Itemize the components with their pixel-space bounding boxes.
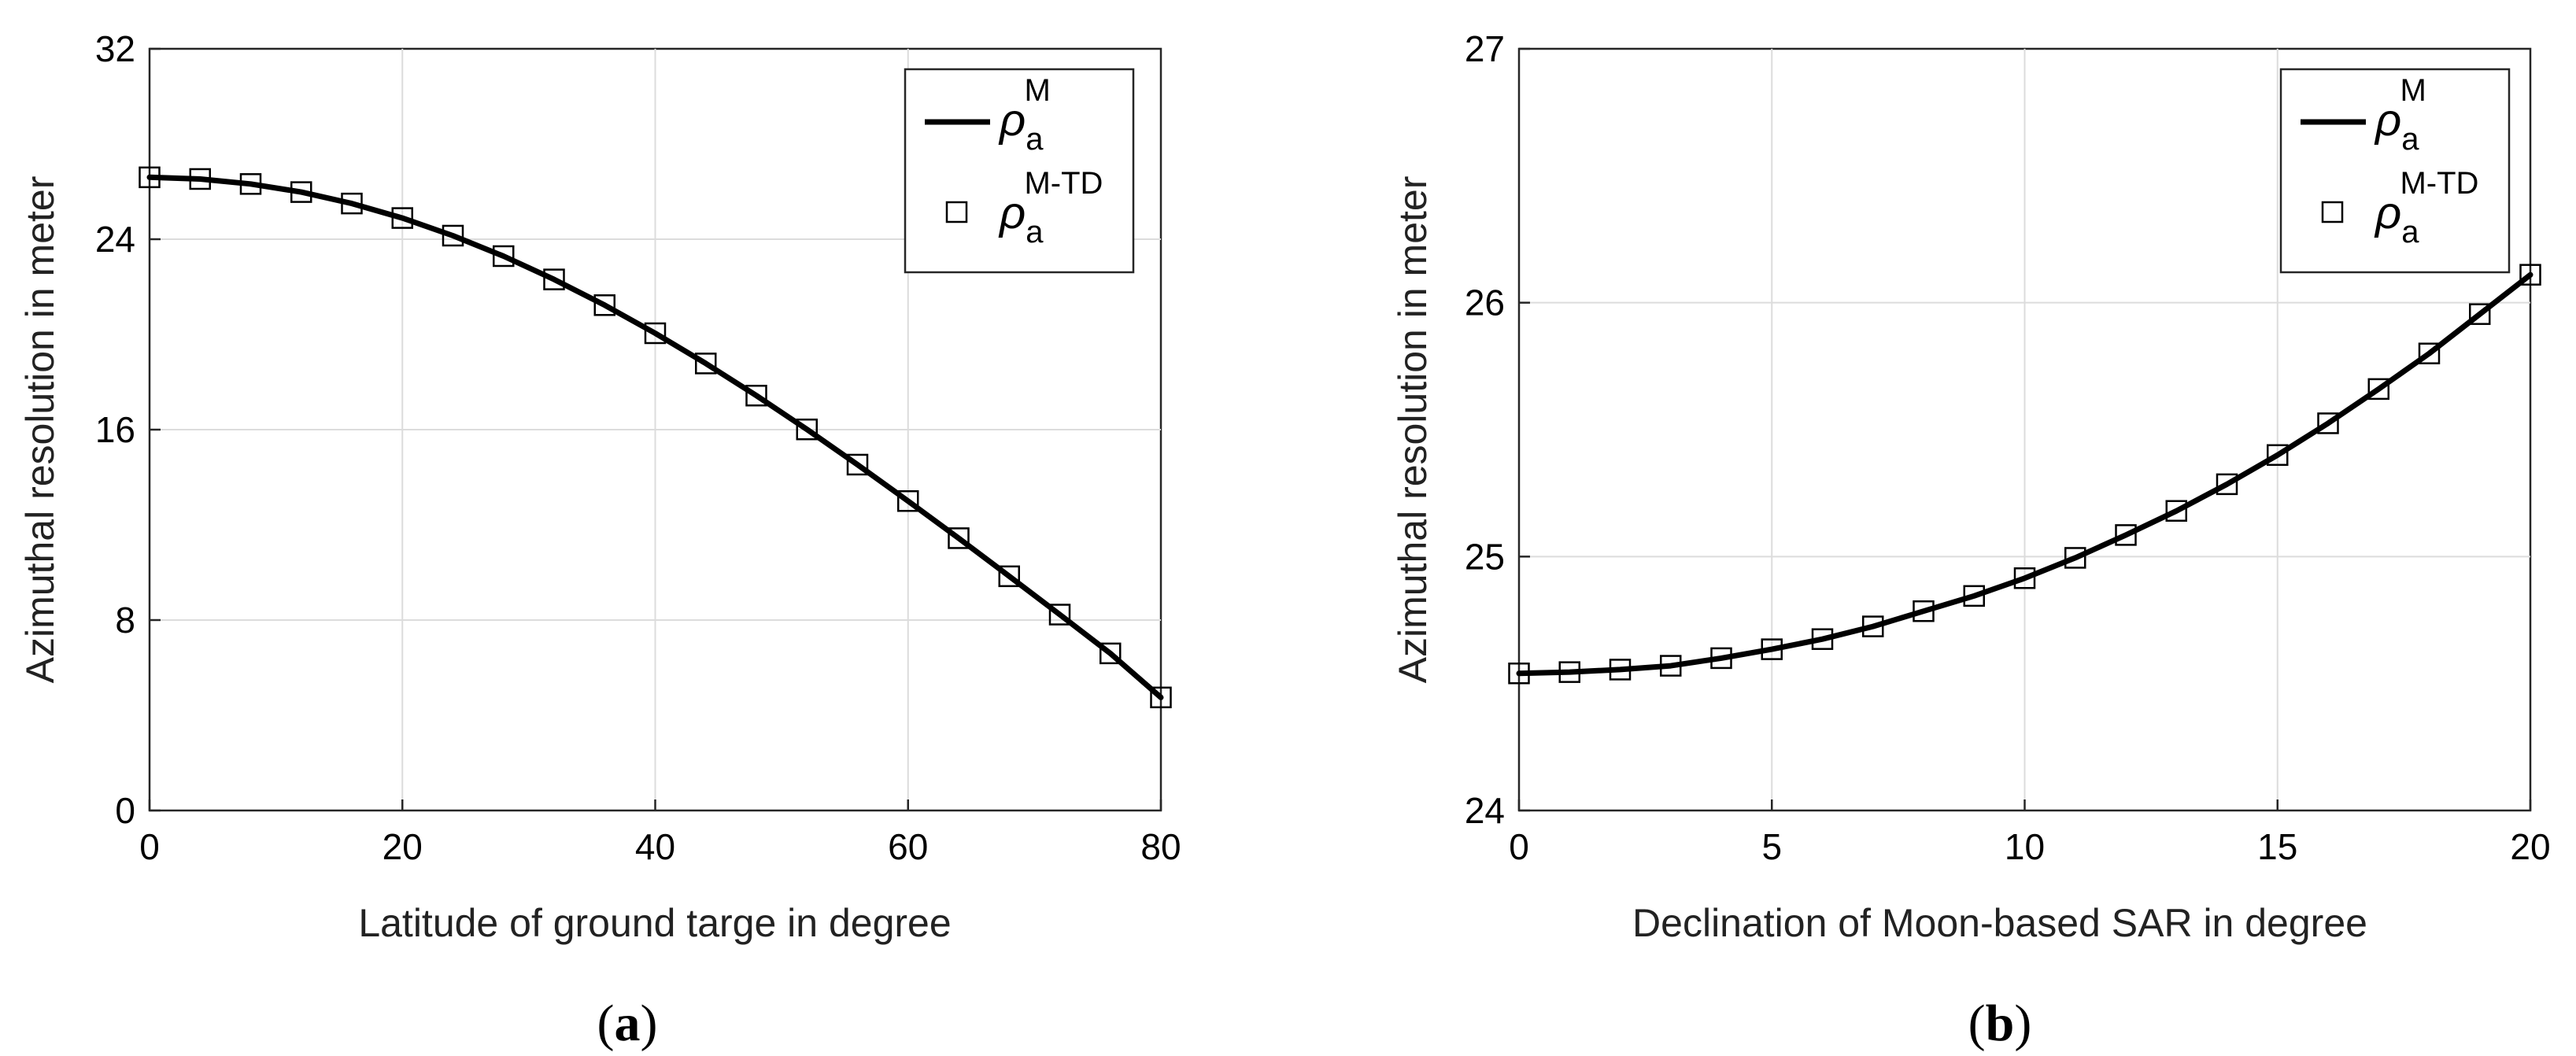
y-tick-label-b-2: 26 <box>1465 282 1505 323</box>
legend-marker-swatch-b <box>2321 201 2344 223</box>
data-marker-b-4 <box>1710 647 1732 670</box>
data-marker-b-16 <box>2317 412 2339 434</box>
data-marker-b-20 <box>2519 264 2541 286</box>
data-marker-a-18 <box>1048 604 1071 626</box>
data-marker-b-3 <box>1660 655 1682 677</box>
data-marker-a-6 <box>442 224 464 247</box>
y-tick-label-a-0: 0 <box>115 790 135 831</box>
data-marker-b-8 <box>1913 600 1935 622</box>
series-line-b <box>1516 271 2533 677</box>
x-tick-label-a-1: 20 <box>383 826 423 867</box>
y-tick-label-b-3: 27 <box>1465 28 1505 69</box>
data-marker-a-16 <box>948 527 970 549</box>
data-marker-b-13 <box>2165 500 2187 522</box>
legend-marker-swatch-a <box>945 201 968 223</box>
data-marker-b-14 <box>2216 473 2238 496</box>
series-b <box>1508 264 2541 685</box>
data-marker-a-17 <box>998 565 1020 588</box>
legend-box-a <box>904 68 1135 274</box>
data-marker-b-19 <box>2469 303 2491 325</box>
legend-b: ρaM ρaM-TD <box>2279 68 2511 274</box>
data-marker-b-9 <box>1963 585 1985 607</box>
x-tick-label-a-0: 0 <box>139 826 160 867</box>
data-marker-b-12 <box>2115 524 2137 546</box>
x-axis-label-a: Latitude of ground targe in degree <box>358 901 951 945</box>
x-tick-label-b-0: 0 <box>1509 826 1529 867</box>
data-marker-b-2 <box>1609 659 1632 681</box>
data-marker-a-7 <box>493 245 515 268</box>
data-marker-a-19 <box>1100 642 1122 665</box>
data-marker-a-13 <box>796 418 818 441</box>
data-marker-a-8 <box>543 268 565 290</box>
x-tick-label-b-4: 20 <box>2510 826 2550 867</box>
y-tick-label-b-1: 25 <box>1465 536 1505 577</box>
data-marker-a-4 <box>341 192 363 215</box>
legend-entry-line-a: ρaM <box>998 73 1051 157</box>
legend-entry-marker-b: ρaM-TD <box>2374 166 2478 249</box>
panel-label-b: (b) <box>1968 995 2032 1052</box>
x-tick-label-a-3: 60 <box>888 826 928 867</box>
data-marker-a-12 <box>745 384 767 407</box>
y-tick-label-b-0: 24 <box>1465 790 1505 831</box>
data-marker-a-9 <box>593 294 615 316</box>
x-tick-label-b-1: 5 <box>1761 826 1782 867</box>
y-tick-label-a-3: 24 <box>95 219 135 260</box>
data-marker-a-14 <box>846 453 869 476</box>
panel-label-a: (a) <box>597 995 658 1052</box>
x-tick-label-a-4: 80 <box>1140 826 1181 867</box>
data-marker-b-17 <box>2367 378 2389 401</box>
series-a <box>139 166 1172 709</box>
data-marker-a-20 <box>1150 686 1172 709</box>
x-tick-label-b-2: 10 <box>2005 826 2045 867</box>
data-marker-a-15 <box>897 490 919 512</box>
data-marker-b-18 <box>2418 342 2441 364</box>
data-marker-b-15 <box>2267 444 2289 467</box>
y-axis-label-a: Azimuthal resolution in meter <box>18 176 62 684</box>
y-tick-label-a-2: 16 <box>95 409 135 450</box>
legend-a: ρaM ρaM-TD <box>904 68 1135 274</box>
data-marker-b-11 <box>2064 547 2086 569</box>
x-tick-label-b-3: 15 <box>2257 826 2297 867</box>
legend-box-b <box>2279 68 2511 274</box>
ticks-a: 0 20 40 60 80 0 8 16 24 32 <box>95 28 1181 867</box>
data-marker-b-10 <box>2013 567 2036 589</box>
panel-b: 0 5 10 15 20 24 25 26 27 Declination of Moon-bas… <box>1391 28 2551 1052</box>
data-marker-a-3 <box>290 181 312 203</box>
y-tick-label-a-1: 8 <box>115 600 135 641</box>
legend-entry-line-b: ρaM <box>2374 73 2426 157</box>
grid-b <box>1519 49 2530 810</box>
y-axis-label-b: Azimuthal resolution in meter <box>1391 176 1435 684</box>
data-marker-b-6 <box>1811 628 1834 650</box>
data-marker-a-5 <box>391 207 413 229</box>
data-marker-b-1 <box>1558 661 1580 683</box>
data-marker-b-0 <box>1508 663 1530 685</box>
data-marker-a-11 <box>695 353 717 375</box>
data-marker-a-1 <box>189 168 211 190</box>
data-marker-a-2 <box>239 173 262 195</box>
panel-a: 0 20 40 60 80 0 8 16 24 32 Latitude of ground tar… <box>18 28 1181 1052</box>
ticks-b: 0 5 10 15 20 24 25 26 27 <box>1465 28 2551 867</box>
x-tick-label-a-2: 40 <box>635 826 675 867</box>
data-marker-b-7 <box>1862 615 1884 637</box>
y-tick-label-a-4: 32 <box>95 28 135 69</box>
x-axis-label-b: Declination of Moon-based SAR in degree <box>1632 901 2367 945</box>
series-line-a <box>146 174 1164 700</box>
data-marker-a-10 <box>644 322 667 345</box>
data-marker-b-5 <box>1761 638 1783 660</box>
legend-entry-marker-a: ρaM-TD <box>998 166 1103 249</box>
data-marker-a-0 <box>139 166 161 189</box>
